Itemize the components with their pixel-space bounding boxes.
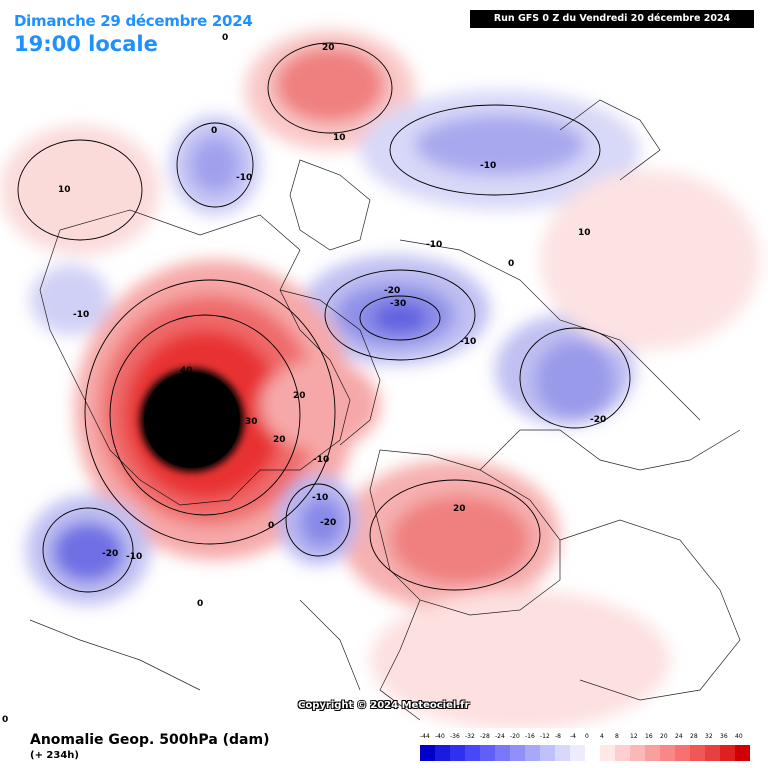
colorbar-tick: -32 <box>465 733 475 740</box>
colorbar <box>420 745 750 761</box>
anomaly-shading <box>0 30 760 730</box>
contour-label: 0 <box>268 521 274 531</box>
colorbar-tick: -40 <box>435 733 445 740</box>
colorbar-tick: -20 <box>510 733 520 740</box>
contour-label: 20 <box>273 435 286 445</box>
field-title: Anomalie Geop. 500hPa (dam) <box>30 732 270 748</box>
run-info: Run GFS 0 Z du Vendredi 20 décembre 2024 <box>470 10 754 28</box>
colorbar-labels: -44 -40 -36 -32 -28 -24 -20 -16 -12 -8 -4 0 4 8 12 16 20… <box>420 733 750 744</box>
colorbar-cell <box>435 745 450 761</box>
colorbar-tick: 8 <box>615 733 619 740</box>
contour-label: -10 <box>126 552 142 562</box>
contour-label: 0 <box>508 259 514 269</box>
colorbar-cell <box>690 745 705 761</box>
colorbar-cell <box>480 745 495 761</box>
colorbar-tick: -28 <box>480 733 490 740</box>
colorbar-tick: 28 <box>690 733 698 740</box>
colorbar-tick: -44 <box>420 733 430 740</box>
colorbar-tick: 16 <box>645 733 653 740</box>
colorbar-tick: 12 <box>630 733 638 740</box>
contour-lines <box>17 42 631 593</box>
colorbar-tick: -36 <box>450 733 460 740</box>
colorbar-cell <box>570 745 585 761</box>
colorbar-tick: -12 <box>540 733 550 740</box>
contour-label: -10 <box>460 337 476 347</box>
contour-label: 20 <box>453 504 466 514</box>
colorbar-tick: 24 <box>675 733 683 740</box>
contour-label: 40 <box>180 366 193 376</box>
colorbar-cell <box>495 745 510 761</box>
colorbar-tick: -4 <box>570 733 576 740</box>
colorbar-cell <box>600 745 615 761</box>
colorbar-tick: -16 <box>525 733 535 740</box>
forecast-date: Dimanche 29 décembre 2024 <box>14 12 253 30</box>
colorbar-cell <box>735 745 750 761</box>
contour-label: -10 <box>313 455 329 465</box>
colorbar-tick: 20 <box>660 733 668 740</box>
colorbar-cell <box>420 745 435 761</box>
colorbar-cell <box>720 745 735 761</box>
contour-label: 20 <box>322 43 335 53</box>
colorbar-cell <box>630 745 645 761</box>
colorbar-cell <box>555 745 570 761</box>
contour-label: -20 <box>384 286 400 296</box>
colorbar-tick: 0 <box>585 733 589 740</box>
colorbar-cell <box>705 745 720 761</box>
contour-label: -10 <box>312 493 328 503</box>
contour-label: -30 <box>390 299 406 309</box>
colorbar-cell <box>645 745 660 761</box>
forecast-time: 19:00 locale <box>14 32 158 56</box>
contour-label: -10 <box>426 240 442 250</box>
lead-time: (+ 234h) <box>30 750 79 761</box>
colorbar-tick: 36 <box>720 733 728 740</box>
colorbar-cell <box>675 745 690 761</box>
contour-label: -10 <box>480 161 496 171</box>
colorbar-tick: 4 <box>600 733 604 740</box>
colorbar-cell <box>450 745 465 761</box>
contour-label: 20 <box>293 391 306 401</box>
contour-label: 30 <box>245 417 258 427</box>
colorbar-tick: 40 <box>735 733 743 740</box>
contour-label: -20 <box>102 549 118 559</box>
colorbar-cell <box>585 745 600 761</box>
colorbar-cell <box>510 745 525 761</box>
coastlines <box>29 99 741 721</box>
colorbar-cell <box>465 745 480 761</box>
colorbar-cell <box>540 745 555 761</box>
colorbar-tick: -8 <box>555 733 561 740</box>
contour-label: 10 <box>58 185 71 195</box>
colorbar-cell <box>525 745 540 761</box>
contour-label: -20 <box>320 518 336 528</box>
contour-label: 10 <box>333 133 346 143</box>
contour-label: 0 <box>2 715 8 725</box>
contour-label: 0 <box>211 126 217 136</box>
contour-label: 0 <box>197 599 203 609</box>
contour-label: -20 <box>590 415 606 425</box>
contour-label: 10 <box>578 228 591 238</box>
colorbar-tick: -24 <box>495 733 505 740</box>
colorbar-cell <box>615 745 630 761</box>
contour-label: -10 <box>236 173 252 183</box>
colorbar-cell <box>660 745 675 761</box>
colorbar-tick: 32 <box>705 733 713 740</box>
copyright-text: Copyright © 2024 Meteociel.fr <box>298 700 470 711</box>
contour-label: 0 <box>222 33 228 43</box>
contour-label: -10 <box>73 310 89 320</box>
contour-label-group: 20 10 0 -10 -10 10 0 -10 -20 -30 -10 0 1… <box>2 33 606 725</box>
